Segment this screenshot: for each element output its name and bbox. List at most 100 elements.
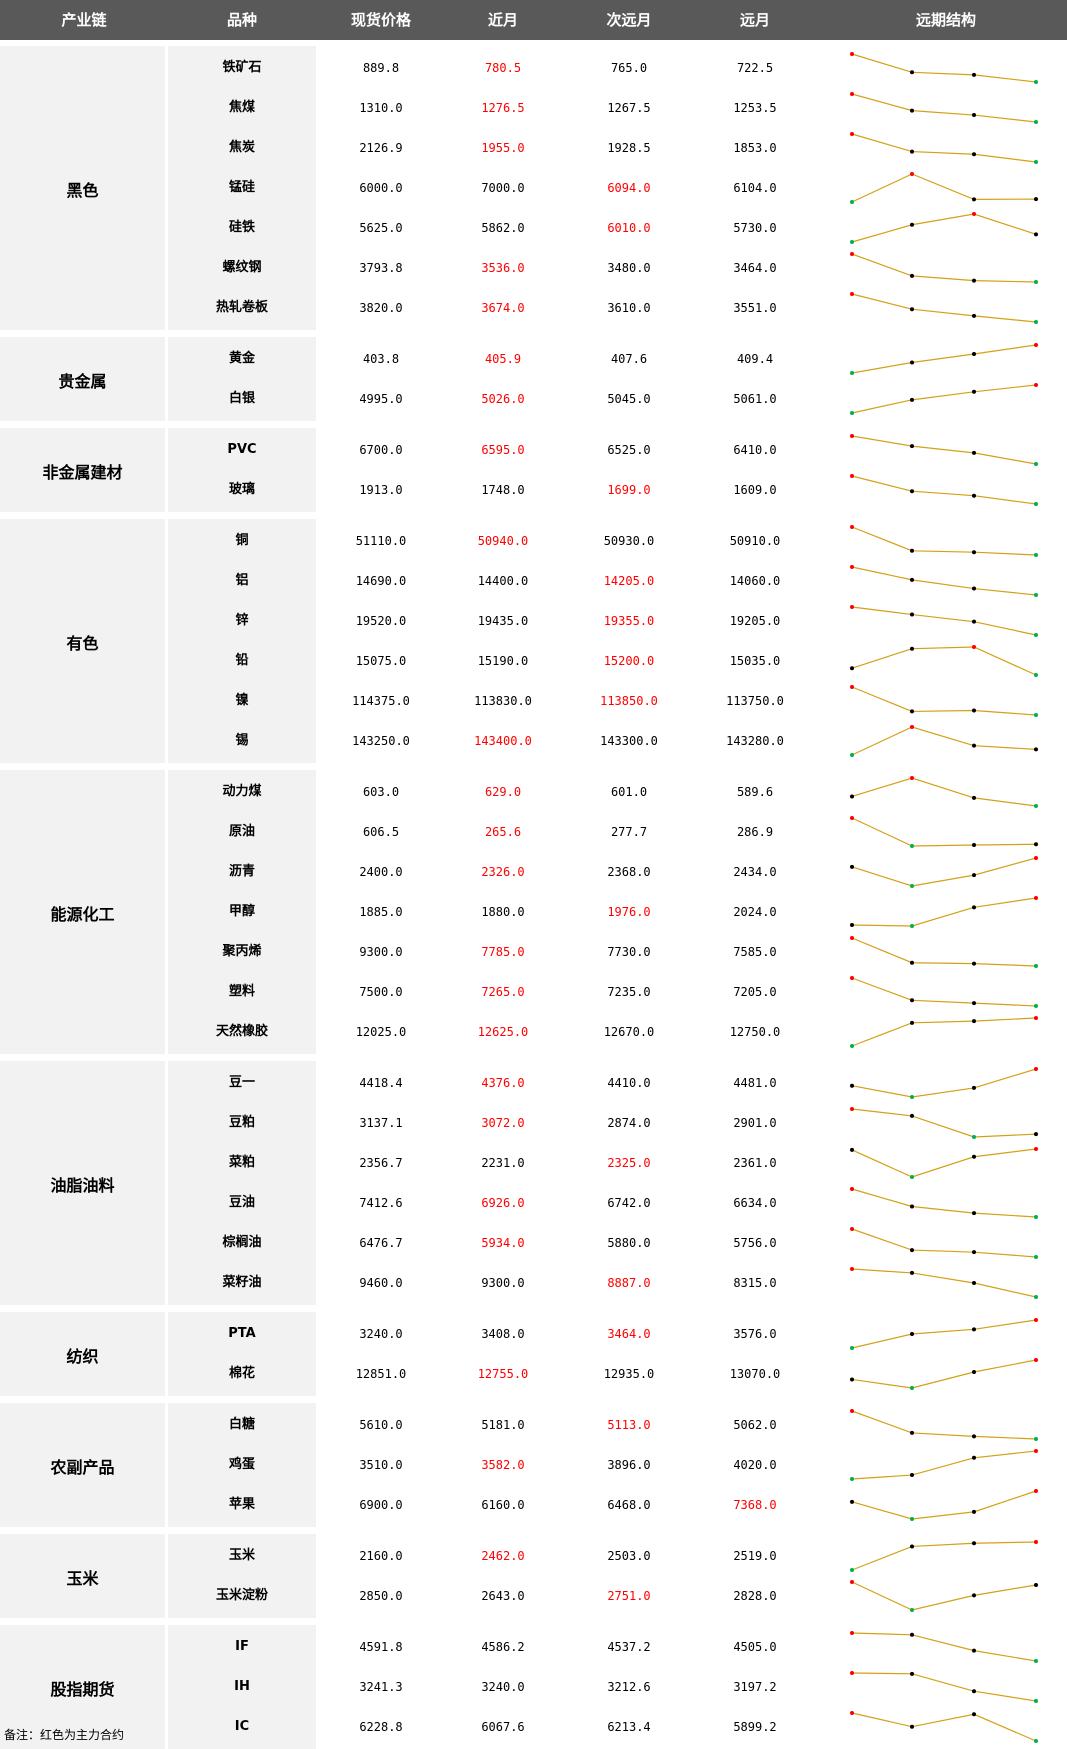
sparkline-line bbox=[851, 526, 1037, 556]
cell-next: 6213.4 bbox=[607, 1720, 651, 1734]
cell-far: 50910.0 bbox=[729, 534, 781, 548]
cell-near: 50940.0 bbox=[477, 534, 529, 548]
cell-next: 5045.0 bbox=[607, 392, 651, 406]
cell-near: 6160.0 bbox=[481, 1498, 525, 1512]
sparkline-point bbox=[972, 1211, 976, 1216]
sparkline-point bbox=[850, 52, 854, 56]
cell-name: 玉米 bbox=[228, 1548, 255, 1563]
group-name: 玉米 bbox=[66, 1569, 99, 1588]
sparkline-point bbox=[972, 1689, 976, 1694]
sparkline-point bbox=[972, 1509, 976, 1514]
cell-name: IF bbox=[235, 1639, 249, 1654]
sparkline-point bbox=[910, 1204, 914, 1209]
cell-name: 锰硅 bbox=[228, 180, 255, 195]
sparkline bbox=[850, 1671, 1038, 1703]
group-section: 玉米 玉米 2160.0 2462.0 2503.0 2519.0 玉米淀粉 2850.0 26… bbox=[0, 1534, 1067, 1618]
cell-far: 3551.0 bbox=[733, 301, 777, 315]
group-section: 农副产品 白糖 5610.0 5181.0 5113.0 5062.0 鸡蛋 3510.0 35… bbox=[0, 1403, 1067, 1527]
sparkline-point bbox=[972, 843, 976, 848]
group-label-bg bbox=[0, 46, 165, 330]
cell-near: 15190.0 bbox=[477, 654, 529, 668]
cell-name: 热轧卷板 bbox=[215, 300, 268, 315]
sparkline bbox=[850, 343, 1038, 375]
cell-near: 7265.0 bbox=[481, 985, 525, 999]
group-name: 股指期货 bbox=[50, 1680, 115, 1699]
cell-spot: 14690.0 bbox=[355, 574, 407, 588]
sparkline bbox=[850, 52, 1038, 84]
cell-far: 15035.0 bbox=[729, 654, 781, 668]
sparkline-point bbox=[910, 273, 914, 278]
sparkline-line bbox=[851, 1108, 1037, 1138]
sparkline-point bbox=[972, 1154, 976, 1159]
sparkline-point bbox=[850, 923, 854, 928]
cell-far: 4505.0 bbox=[733, 1640, 777, 1654]
cell-near: 1748.0 bbox=[481, 483, 525, 497]
sparkline-point bbox=[972, 586, 976, 591]
sparkline-point bbox=[972, 1648, 976, 1653]
sparkline-line bbox=[851, 566, 1037, 596]
sparkline-line bbox=[851, 293, 1037, 323]
cell-near: 143400.0 bbox=[474, 734, 532, 748]
group-name: 纺织 bbox=[66, 1347, 99, 1366]
cell-near: 1955.0 bbox=[481, 141, 525, 155]
sparkline-line bbox=[851, 53, 1037, 83]
group-section: 纺织 PTA 3240.0 3408.0 3464.0 3576.0 棉花 12851.0 12… bbox=[0, 1312, 1067, 1396]
sparkline-point bbox=[910, 1386, 914, 1390]
sparkline-point bbox=[910, 1632, 914, 1637]
cell-spot: 3510.0 bbox=[359, 1458, 403, 1472]
sparkline bbox=[850, 1711, 1038, 1743]
group-section: 黑色 铁矿石 889.8 780.5 765.0 722.5 焦煤 1310.0 1276.5 1… bbox=[0, 46, 1067, 330]
sparkline bbox=[850, 1267, 1038, 1299]
sparkline-point bbox=[972, 1019, 976, 1024]
sparkline-point bbox=[910, 725, 914, 729]
cell-spot: 9460.0 bbox=[359, 1276, 403, 1290]
cell-next: 50930.0 bbox=[603, 534, 655, 548]
sparkline-point bbox=[972, 873, 976, 878]
sparkline-point bbox=[850, 864, 854, 869]
cell-far: 8315.0 bbox=[733, 1276, 777, 1290]
sparkline-point bbox=[850, 1409, 854, 1413]
cell-spot: 4591.8 bbox=[359, 1640, 403, 1654]
cell-far: 13070.0 bbox=[729, 1367, 781, 1381]
cell-name: PTA bbox=[228, 1326, 256, 1341]
cell-spot: 6000.0 bbox=[359, 181, 403, 195]
sparkline bbox=[850, 1318, 1038, 1350]
sparkline-point bbox=[1034, 1437, 1038, 1441]
cell-spot: 403.8 bbox=[362, 352, 400, 366]
sparkline-point bbox=[972, 1593, 976, 1598]
cell-spot: 2400.0 bbox=[359, 865, 403, 879]
sparkline-line bbox=[851, 1228, 1037, 1258]
sparkline bbox=[850, 172, 1038, 204]
sparkline-point bbox=[1034, 1358, 1038, 1362]
cell-name: 甲醇 bbox=[228, 904, 255, 919]
cell-name: 铜 bbox=[235, 533, 249, 548]
sparkline bbox=[850, 474, 1038, 506]
cell-far: 3576.0 bbox=[733, 1327, 777, 1341]
sparkline bbox=[850, 776, 1038, 808]
cell-far: 2901.0 bbox=[733, 1116, 777, 1130]
variety-column-bg bbox=[168, 1061, 316, 1305]
cell-far: 1853.0 bbox=[733, 141, 777, 155]
cell-next: 2503.0 bbox=[607, 1549, 651, 1563]
sparkline-point bbox=[910, 489, 914, 494]
sparkline bbox=[850, 1449, 1038, 1481]
sparkline bbox=[850, 1358, 1038, 1390]
group-label-bg bbox=[0, 1625, 165, 1749]
cell-next: 5880.0 bbox=[607, 1236, 651, 1250]
sparkline bbox=[850, 1540, 1038, 1572]
sparkline-point bbox=[910, 1724, 914, 1729]
cell-spot: 4995.0 bbox=[359, 392, 403, 406]
cell-near: 2231.0 bbox=[481, 1156, 525, 1170]
cell-far: 12750.0 bbox=[729, 1025, 781, 1039]
cell-name: 棕榈油 bbox=[222, 1235, 262, 1250]
sparkline-point bbox=[1034, 747, 1038, 752]
sparkline bbox=[850, 292, 1038, 324]
group-name: 有色 bbox=[66, 634, 99, 653]
cell-far: 6410.0 bbox=[733, 443, 777, 457]
sparkline-point bbox=[972, 795, 976, 800]
sparkline-point bbox=[850, 605, 854, 609]
cell-near: 7000.0 bbox=[481, 181, 525, 195]
cell-spot: 2356.7 bbox=[359, 1156, 403, 1170]
cell-near: 1276.5 bbox=[481, 101, 525, 115]
